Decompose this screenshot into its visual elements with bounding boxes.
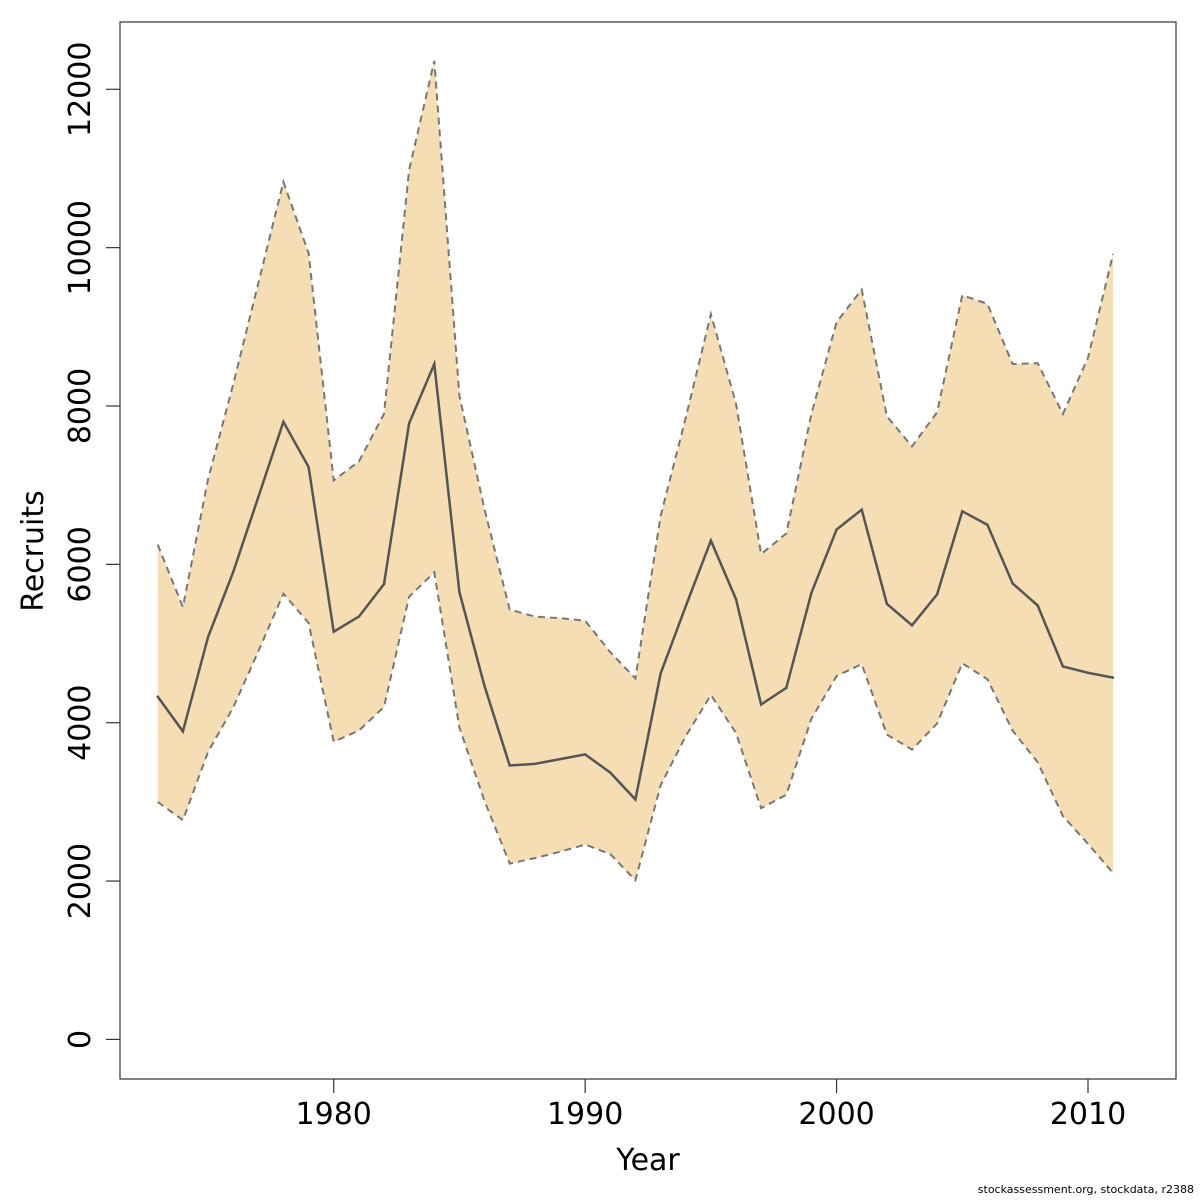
lower-bound-line [157,570,1114,883]
estimate-point [935,593,939,596]
estimate-point [1011,582,1014,585]
estimate-point [483,685,486,688]
estimate-point [1111,676,1115,679]
estimate-point [332,630,335,633]
estimate-points [156,362,1115,801]
estimate-point [181,730,185,733]
estimate-point [709,539,713,542]
estimate-point [684,605,687,608]
y-axis-title: Recruits [16,490,51,612]
estimate-point [609,771,612,774]
estimate-point [835,528,838,531]
estimate-point [558,757,562,761]
x-tick-label: 1990 [547,1097,623,1132]
y-tick-label: 4000 [63,685,98,761]
credit-text: stockassessment.org, stockdata, r2388 [977,1183,1194,1196]
y-tick-label: 0 [63,1030,98,1049]
estimate-point [785,686,788,690]
x-tick-label: 1980 [296,1097,372,1132]
estimate-point [961,510,964,513]
estimate-point [659,672,662,675]
estimate-point [759,703,763,706]
x-tick-label: 2000 [798,1097,874,1132]
y-tick-label: 8000 [63,368,98,444]
estimate-point [1036,604,1039,607]
estimate-point [734,597,738,601]
x-axis: 1980 1990 2000 2010 [296,1079,1126,1132]
estimate-point [910,624,914,627]
estimate-point [1061,665,1065,668]
y-tick-label: 10000 [63,200,98,295]
estimate-point [231,571,235,574]
y-tick-label: 12000 [63,42,98,137]
estimate-point [282,420,285,424]
estimate-point [156,695,159,698]
plot-frame [119,21,1177,1080]
upper-bound-line [156,60,1115,681]
estimate-point [810,591,813,595]
estimate-point [257,495,260,499]
estimate-point [382,582,386,586]
y-axis: 0 2000 4000 6000 8000 10000 12000 [63,42,120,1049]
estimate-point [583,753,587,756]
estimate-point [407,422,411,425]
estimate-point [458,590,461,594]
estimate-point [885,602,889,606]
estimate-point [307,465,310,469]
estimate-point [986,523,989,526]
estimate-point [860,508,863,511]
estimate-point [433,362,436,366]
y-tick-label: 2000 [63,843,98,919]
estimate-point [508,764,511,767]
estimate-point [357,615,361,618]
y-tick-label: 6000 [63,526,98,602]
estimate-point [1086,671,1090,675]
estimate-point [533,762,537,766]
confidence-band [157,60,1114,881]
x-tick-label: 2010 [1050,1097,1126,1132]
estimate-point [206,635,210,639]
x-axis-title: Year [615,1143,680,1178]
estimate-point [634,798,637,801]
